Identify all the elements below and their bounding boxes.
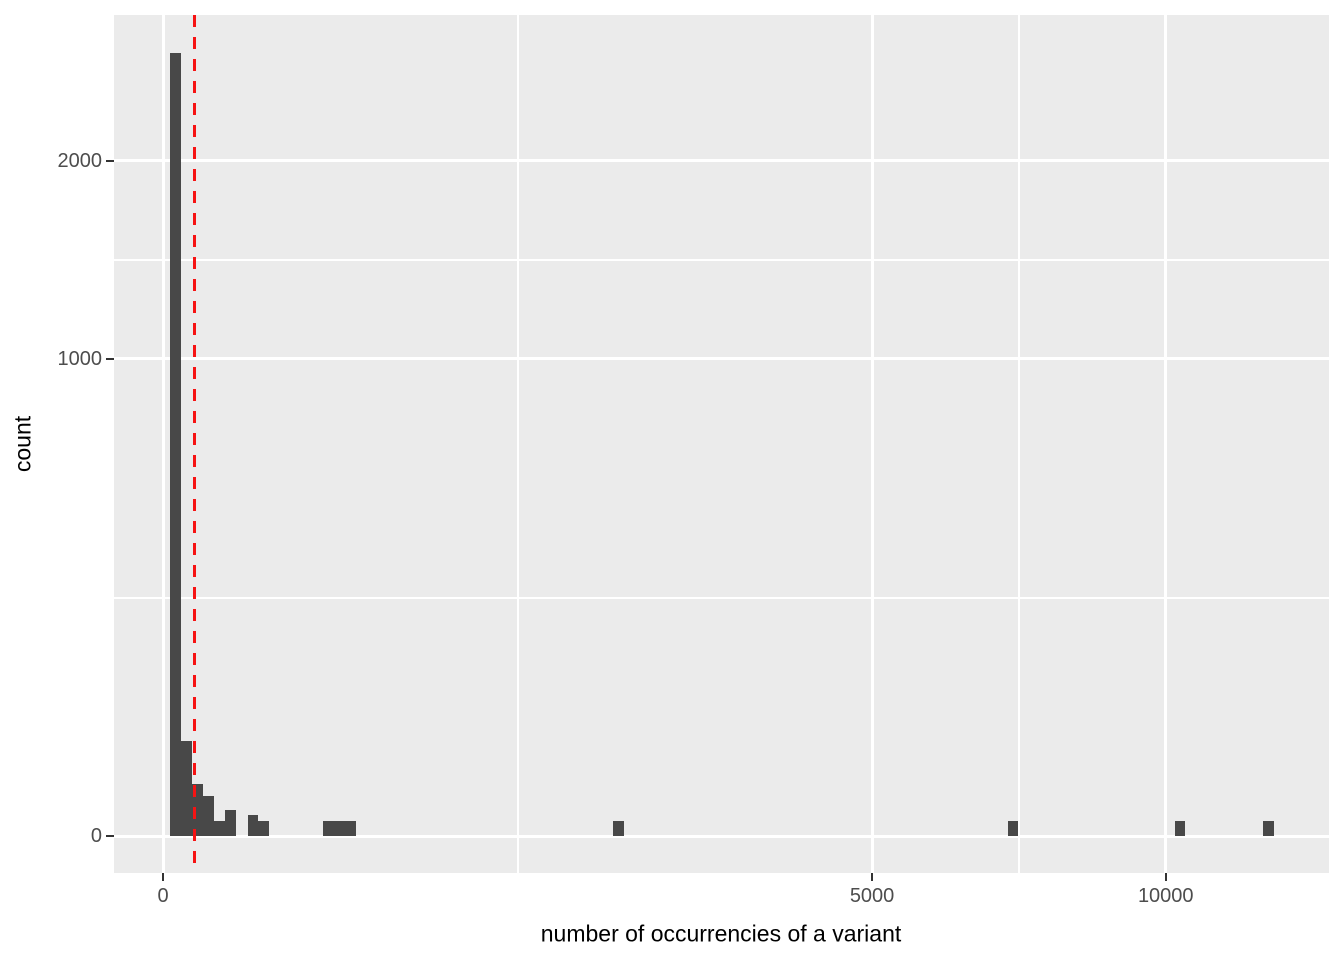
x-axis-title: number of occurrencies of a variant (540, 920, 902, 947)
x-gridline-major (870, 15, 874, 873)
x-gridline-major (1164, 15, 1168, 873)
x-tick-mark (871, 873, 874, 881)
x-gridline-major (161, 15, 165, 873)
y-tick-label: 2000 (57, 149, 103, 172)
y-gridline-major (114, 159, 1329, 163)
y-tick-mark (106, 835, 114, 838)
x-tick-mark (162, 873, 165, 881)
histogram-bar (344, 821, 357, 837)
y-gridline-minor (114, 258, 1329, 261)
histogram-bar (334, 821, 345, 837)
histogram-bar (203, 796, 215, 837)
histogram-bar (1263, 821, 1275, 837)
x-tick-label: 0 (157, 885, 169, 907)
x-tick-mark (1164, 873, 1167, 881)
histogram-bar (1175, 821, 1186, 837)
x-gridline-minor (1017, 15, 1020, 873)
plot-panel (114, 15, 1329, 873)
histogram-bar (214, 821, 225, 837)
y-gridline-major (114, 357, 1329, 361)
histogram-bar (170, 52, 181, 837)
x-tick-label: 5000 (849, 885, 895, 907)
histogram-bar (613, 821, 625, 837)
x-gridline-minor (516, 15, 519, 873)
histogram-bar (180, 740, 193, 837)
histogram-bar (224, 810, 237, 837)
histogram-bar (1008, 821, 1019, 837)
y-tick-mark (106, 357, 114, 360)
y-axis-title: count (9, 415, 36, 473)
y-gridline-minor (114, 596, 1329, 599)
x-tick-label: 10000 (1137, 885, 1194, 907)
histogram-bar (323, 821, 335, 837)
histogram-bar (258, 821, 270, 837)
histogram-bar (247, 815, 259, 837)
y-tick-mark (106, 159, 114, 162)
y-tick-label: 0 (90, 825, 102, 848)
y-tick-label: 1000 (57, 347, 103, 370)
reference-vline (193, 15, 197, 873)
y-gridline-major (114, 834, 1329, 838)
histogram-bar (192, 784, 204, 837)
